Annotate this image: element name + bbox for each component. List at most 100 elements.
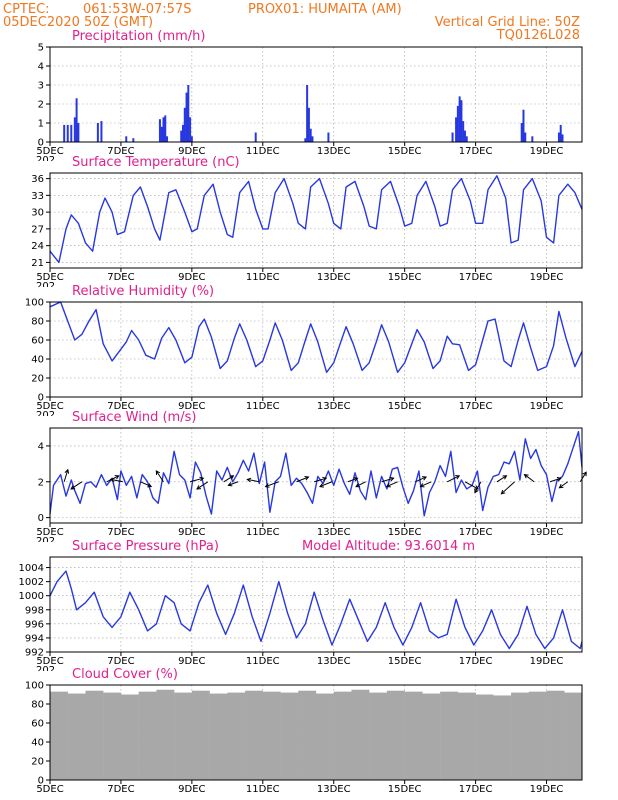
panel-title: Surface Temperature (nC)	[72, 155, 240, 170]
precip-bar	[75, 98, 78, 142]
series-line	[49, 570, 583, 650]
precip-bar	[520, 123, 523, 142]
y-tick-label: 1000	[19, 591, 44, 602]
wind-arrow	[447, 475, 461, 483]
cloud-cover-bar	[369, 692, 388, 780]
x-tick-label: 19DEC	[530, 656, 564, 667]
panel-frame	[49, 556, 583, 653]
cloud-cover-bar	[103, 692, 122, 780]
wind-arrow-head	[353, 477, 359, 482]
cloud-cover-bar	[440, 691, 459, 780]
y-tick-label: 992	[25, 648, 44, 659]
wind-arrow-shaft	[70, 481, 83, 490]
wind-arrow-shaft	[63, 469, 69, 482]
y-tick-label: 4	[38, 441, 44, 452]
panel-6: 0 20 40 60 80 100 5DEC 7DEC 9DEC 11DEC 13DEC 15DEC 1…	[25, 667, 583, 795]
y-tick-label: 5	[38, 43, 44, 54]
wind-arrow	[419, 481, 432, 488]
x-tick-label: 17DEC	[459, 527, 493, 538]
wind-arrow-head	[109, 477, 115, 483]
panel-frame	[49, 172, 583, 269]
precip-bar	[162, 117, 165, 142]
cloud-cover-bar	[245, 690, 263, 780]
y-tick-label: 21	[31, 258, 44, 269]
precip-bar	[77, 123, 80, 142]
panel-4: 0 2 4 5DEC 7DEC 9DEC 11DEC 13DEC 15DEC 17DEC 19DEC…	[36, 410, 587, 547]
x-tick-label: 5DEC	[36, 784, 63, 795]
y-tick-label: 1002	[19, 577, 44, 588]
y-tick-label: 36	[31, 174, 44, 185]
wind-arrow	[109, 477, 123, 483]
x-tick-label: 5DEC	[36, 272, 63, 283]
wind-arrow-shaft	[110, 478, 123, 483]
precip-bar	[100, 121, 103, 142]
panel-1: 0 1 2 3 4 5 5DEC 7DEC 9DEC 11DEC 13DEC 15DEC 17DEC 19…	[36, 29, 583, 166]
x-tick-label: 5DEC	[36, 146, 63, 157]
wind-arrow-shaft	[559, 481, 569, 489]
wind-arrow-shaft	[314, 477, 327, 483]
cloud-cover-bar	[280, 692, 299, 780]
x-tick-label: 7DEC	[107, 527, 134, 538]
wind-arrow	[523, 473, 535, 483]
wind-arrow	[314, 476, 328, 483]
wind-arrow-shaft	[196, 481, 209, 490]
x-tick-label: 11DEC	[246, 146, 280, 157]
x-tick-label: 13DEC	[317, 784, 351, 795]
y-tick-label: 100	[25, 681, 44, 692]
cloud-cover-bar	[138, 691, 157, 780]
y-tick-label: 60	[31, 719, 44, 730]
wind-arrow-head	[229, 475, 235, 480]
wind-arrow-head	[419, 483, 425, 488]
y-tick-label: 4	[38, 62, 44, 73]
precip-bar	[465, 136, 468, 142]
x-tick-label: 15DEC	[388, 784, 422, 795]
wind-arrow	[155, 470, 164, 483]
x-tick-label: 13DEC	[317, 272, 351, 283]
y-tick-label: 0	[38, 513, 44, 524]
panel-3: 0 20 40 60 80 100 5DEC 7DEC 9DEC 11DEC 13DEC 15DEC 1…	[25, 284, 583, 421]
panel-title: Surface Wind (m/s)	[72, 410, 196, 425]
precip-bar	[559, 124, 562, 142]
y-tick-label: 20	[31, 757, 44, 768]
precip-bar	[125, 136, 128, 142]
y-tick-label: 994	[25, 633, 44, 644]
wind-arrow-head	[246, 477, 252, 483]
panel-title: Relative Humidity (%)	[72, 284, 214, 299]
wind-arrow	[70, 481, 83, 490]
precip-bar	[254, 132, 257, 142]
x-tick-label: 15DEC	[388, 272, 422, 283]
panel-title: Surface Pressure (hPa)	[72, 539, 219, 554]
series-line	[49, 430, 583, 517]
x-year-fragment: 202	[36, 536, 55, 547]
cloud-cover-bar	[528, 691, 547, 780]
y-tick-label: 27	[31, 224, 44, 235]
x-tick-label: 13DEC	[317, 656, 351, 667]
wind-arrow-shaft	[347, 477, 358, 483]
panel-frame	[49, 427, 583, 524]
cloud-cover-bar	[67, 693, 86, 780]
y-tick-label: 2	[38, 100, 44, 111]
wind-arrow-shaft	[381, 477, 394, 483]
wind-arrow-head	[582, 471, 587, 477]
precip-bar	[96, 123, 99, 142]
wind-arrow	[319, 481, 333, 488]
wind-arrow-head	[70, 485, 76, 490]
wind-arrow	[500, 481, 515, 495]
header-coords: 061:53W-07:57S	[83, 2, 191, 17]
wind-arrow-head	[502, 475, 508, 480]
wind-arrow-head	[523, 473, 529, 479]
wind-arrow-head	[304, 476, 310, 481]
y-tick-label: 24	[31, 241, 44, 252]
y-tick-label: 60	[31, 336, 44, 347]
wind-arrow-shaft	[223, 475, 234, 483]
x-tick-label: 9DEC	[178, 401, 205, 412]
wind-arrow-head	[389, 476, 395, 482]
x-year-fragment: 202	[36, 410, 55, 421]
wind-arrow-shaft	[296, 476, 309, 483]
precip-bar	[524, 132, 527, 142]
wind-arrow	[140, 481, 153, 488]
y-tick-label: 80	[31, 317, 44, 328]
x-tick-label: 7DEC	[107, 401, 134, 412]
precip-bar	[180, 130, 183, 142]
